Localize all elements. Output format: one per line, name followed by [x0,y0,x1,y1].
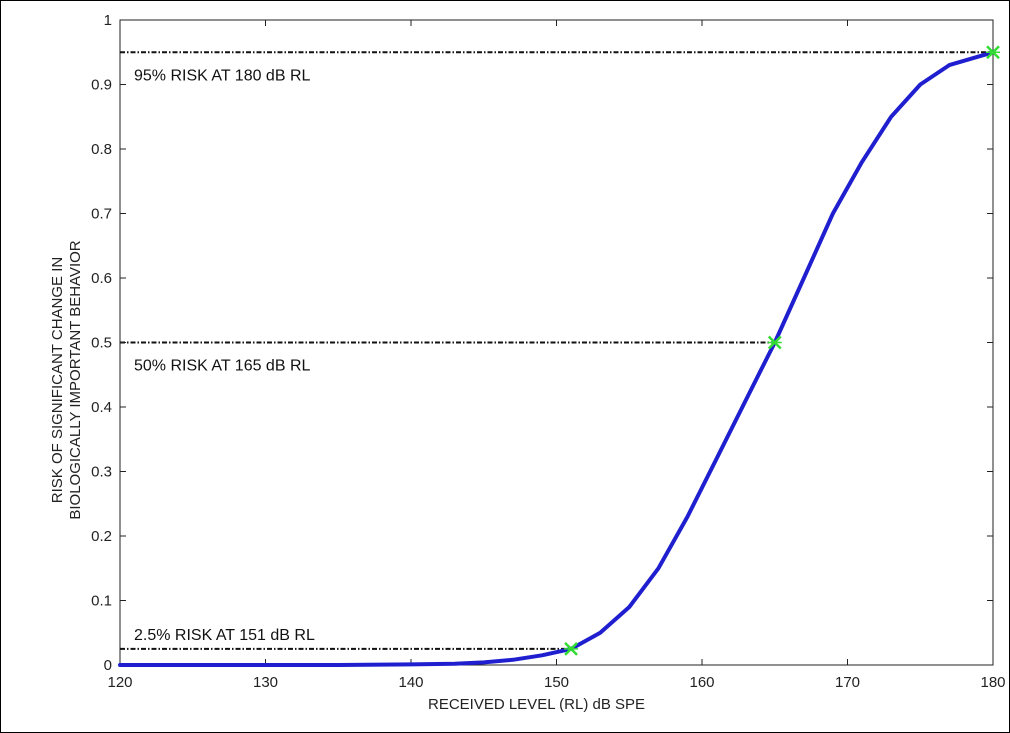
threshold-marker [564,641,579,656]
annotation-label: 95% RISK AT 180 dB RL [134,67,311,84]
y-tick-label: 0.7 [91,206,112,223]
x-axis-ticks: 120 130 140 150 160 170 180 [107,20,1006,691]
y-tick-label: 0.9 [91,77,112,94]
annotation-label: 2.5% RISK AT 151 dB RL [134,627,315,644]
x-tick-label: 120 [107,674,132,691]
x-tick-label: 140 [398,674,423,691]
annotation-labels: 95% RISK AT 180 dB RL 50% RISK AT 165 dB … [134,67,315,644]
y-axis-label-line-1: RISK OF SIGNIFICANT CHANGE IN [49,257,66,503]
y-tick-label: 0.3 [91,464,112,481]
y-tick-label: 0.4 [91,399,112,416]
x-tick-label: 130 [253,674,278,691]
x-tick-label: 170 [835,674,860,691]
y-axis-label-line-2: BIOLOGICALLY IMPORTANT BEHAVIOR [67,240,84,519]
threshold-markers [564,45,1000,656]
risk-curve [118,50,995,667]
y-tick-label: 0.1 [91,593,112,610]
y-tick-label: 0 [104,657,112,674]
threshold-marker [986,45,1000,60]
y-tick-label: 0.6 [91,270,112,287]
x-tick-label: 150 [544,674,569,691]
y-tick-label: 0.8 [91,141,112,158]
x-axis-label: RECEIVED LEVEL (RL) dB SPE [428,696,645,713]
reference-lines [120,51,993,650]
y-tick-label: 1 [104,12,112,29]
y-axis-ticks: 0 0.1 0.2 0.3 0.4 0.5 0.6 0.7 0.8 0.9 1 [91,12,993,674]
y-tick-label: 0.5 [91,335,112,352]
y-tick-label: 0.2 [91,528,112,545]
y-axis-label: RISK OF SIGNIFICANT CHANGE IN BIOLOGICAL… [49,240,84,519]
x-tick-label: 180 [980,674,1005,691]
annotation-label: 50% RISK AT 165 dB RL [134,358,311,375]
threshold-marker [767,335,782,350]
x-tick-label: 160 [689,674,714,691]
